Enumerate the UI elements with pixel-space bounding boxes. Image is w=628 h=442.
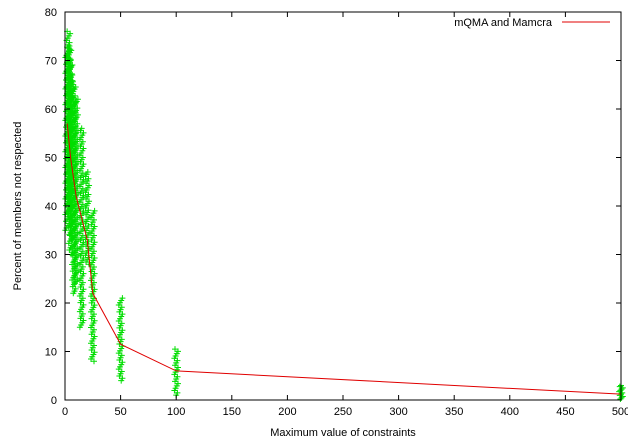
x-axis-label: Maximum value of constraints xyxy=(270,427,416,439)
x-tick-label: 100 xyxy=(167,406,185,418)
legend-label: mQMA and Mamcra xyxy=(454,17,553,29)
scatter-cluster xyxy=(115,295,126,384)
scatter-point xyxy=(69,81,76,88)
scatter-point xyxy=(69,72,76,79)
x-axis: 0 50 100 150 200 250 300 350 400 450 500 xyxy=(62,12,628,418)
x-tick-label: 250 xyxy=(334,406,352,418)
scatter-point xyxy=(66,42,73,49)
y-tick-label: 0 xyxy=(51,395,57,407)
y-axis-label: Percent of members not respected xyxy=(12,122,24,291)
mqma-mamcra-line xyxy=(66,123,622,395)
x-tick-label: 450 xyxy=(556,406,574,418)
y-axis: 0 10 20 30 40 50 60 70 80 xyxy=(45,7,621,407)
x-tick-label: 50 xyxy=(114,406,126,418)
scatter-point xyxy=(119,295,126,302)
scatter-point xyxy=(172,346,178,353)
x-tick-label: 400 xyxy=(501,406,519,418)
scatter-point xyxy=(74,96,81,103)
y-tick-label: 40 xyxy=(45,201,57,213)
x-tick-label: 200 xyxy=(278,406,296,418)
x-tick-label: 0 xyxy=(62,406,68,418)
x-tick-label: 150 xyxy=(223,406,241,418)
legend: mQMA and Mamcra xyxy=(454,17,610,29)
scatter-points xyxy=(62,28,626,403)
scatter-point xyxy=(91,207,98,214)
y-tick-label: 10 xyxy=(45,347,57,359)
y-tick-label: 70 xyxy=(45,56,57,68)
scatter-point xyxy=(78,125,85,132)
series-line xyxy=(66,123,622,395)
scatter-point xyxy=(616,383,623,390)
scatter-cluster xyxy=(69,81,79,297)
y-tick-label: 20 xyxy=(45,298,57,310)
x-tick-label: 350 xyxy=(445,406,463,418)
y-tick-label: 50 xyxy=(45,153,57,165)
plot-frame xyxy=(64,11,622,401)
y-tick-label: 80 xyxy=(45,7,57,19)
x-tick-label: 300 xyxy=(389,406,407,418)
scatter-cluster xyxy=(171,346,181,399)
scatter-cluster xyxy=(76,125,87,331)
x-tick-label: 500 xyxy=(612,406,628,418)
y-tick-label: 60 xyxy=(45,104,57,116)
y-tick-label: 30 xyxy=(45,250,57,262)
scatter-point xyxy=(84,169,91,176)
scatter-cluster xyxy=(88,207,98,365)
